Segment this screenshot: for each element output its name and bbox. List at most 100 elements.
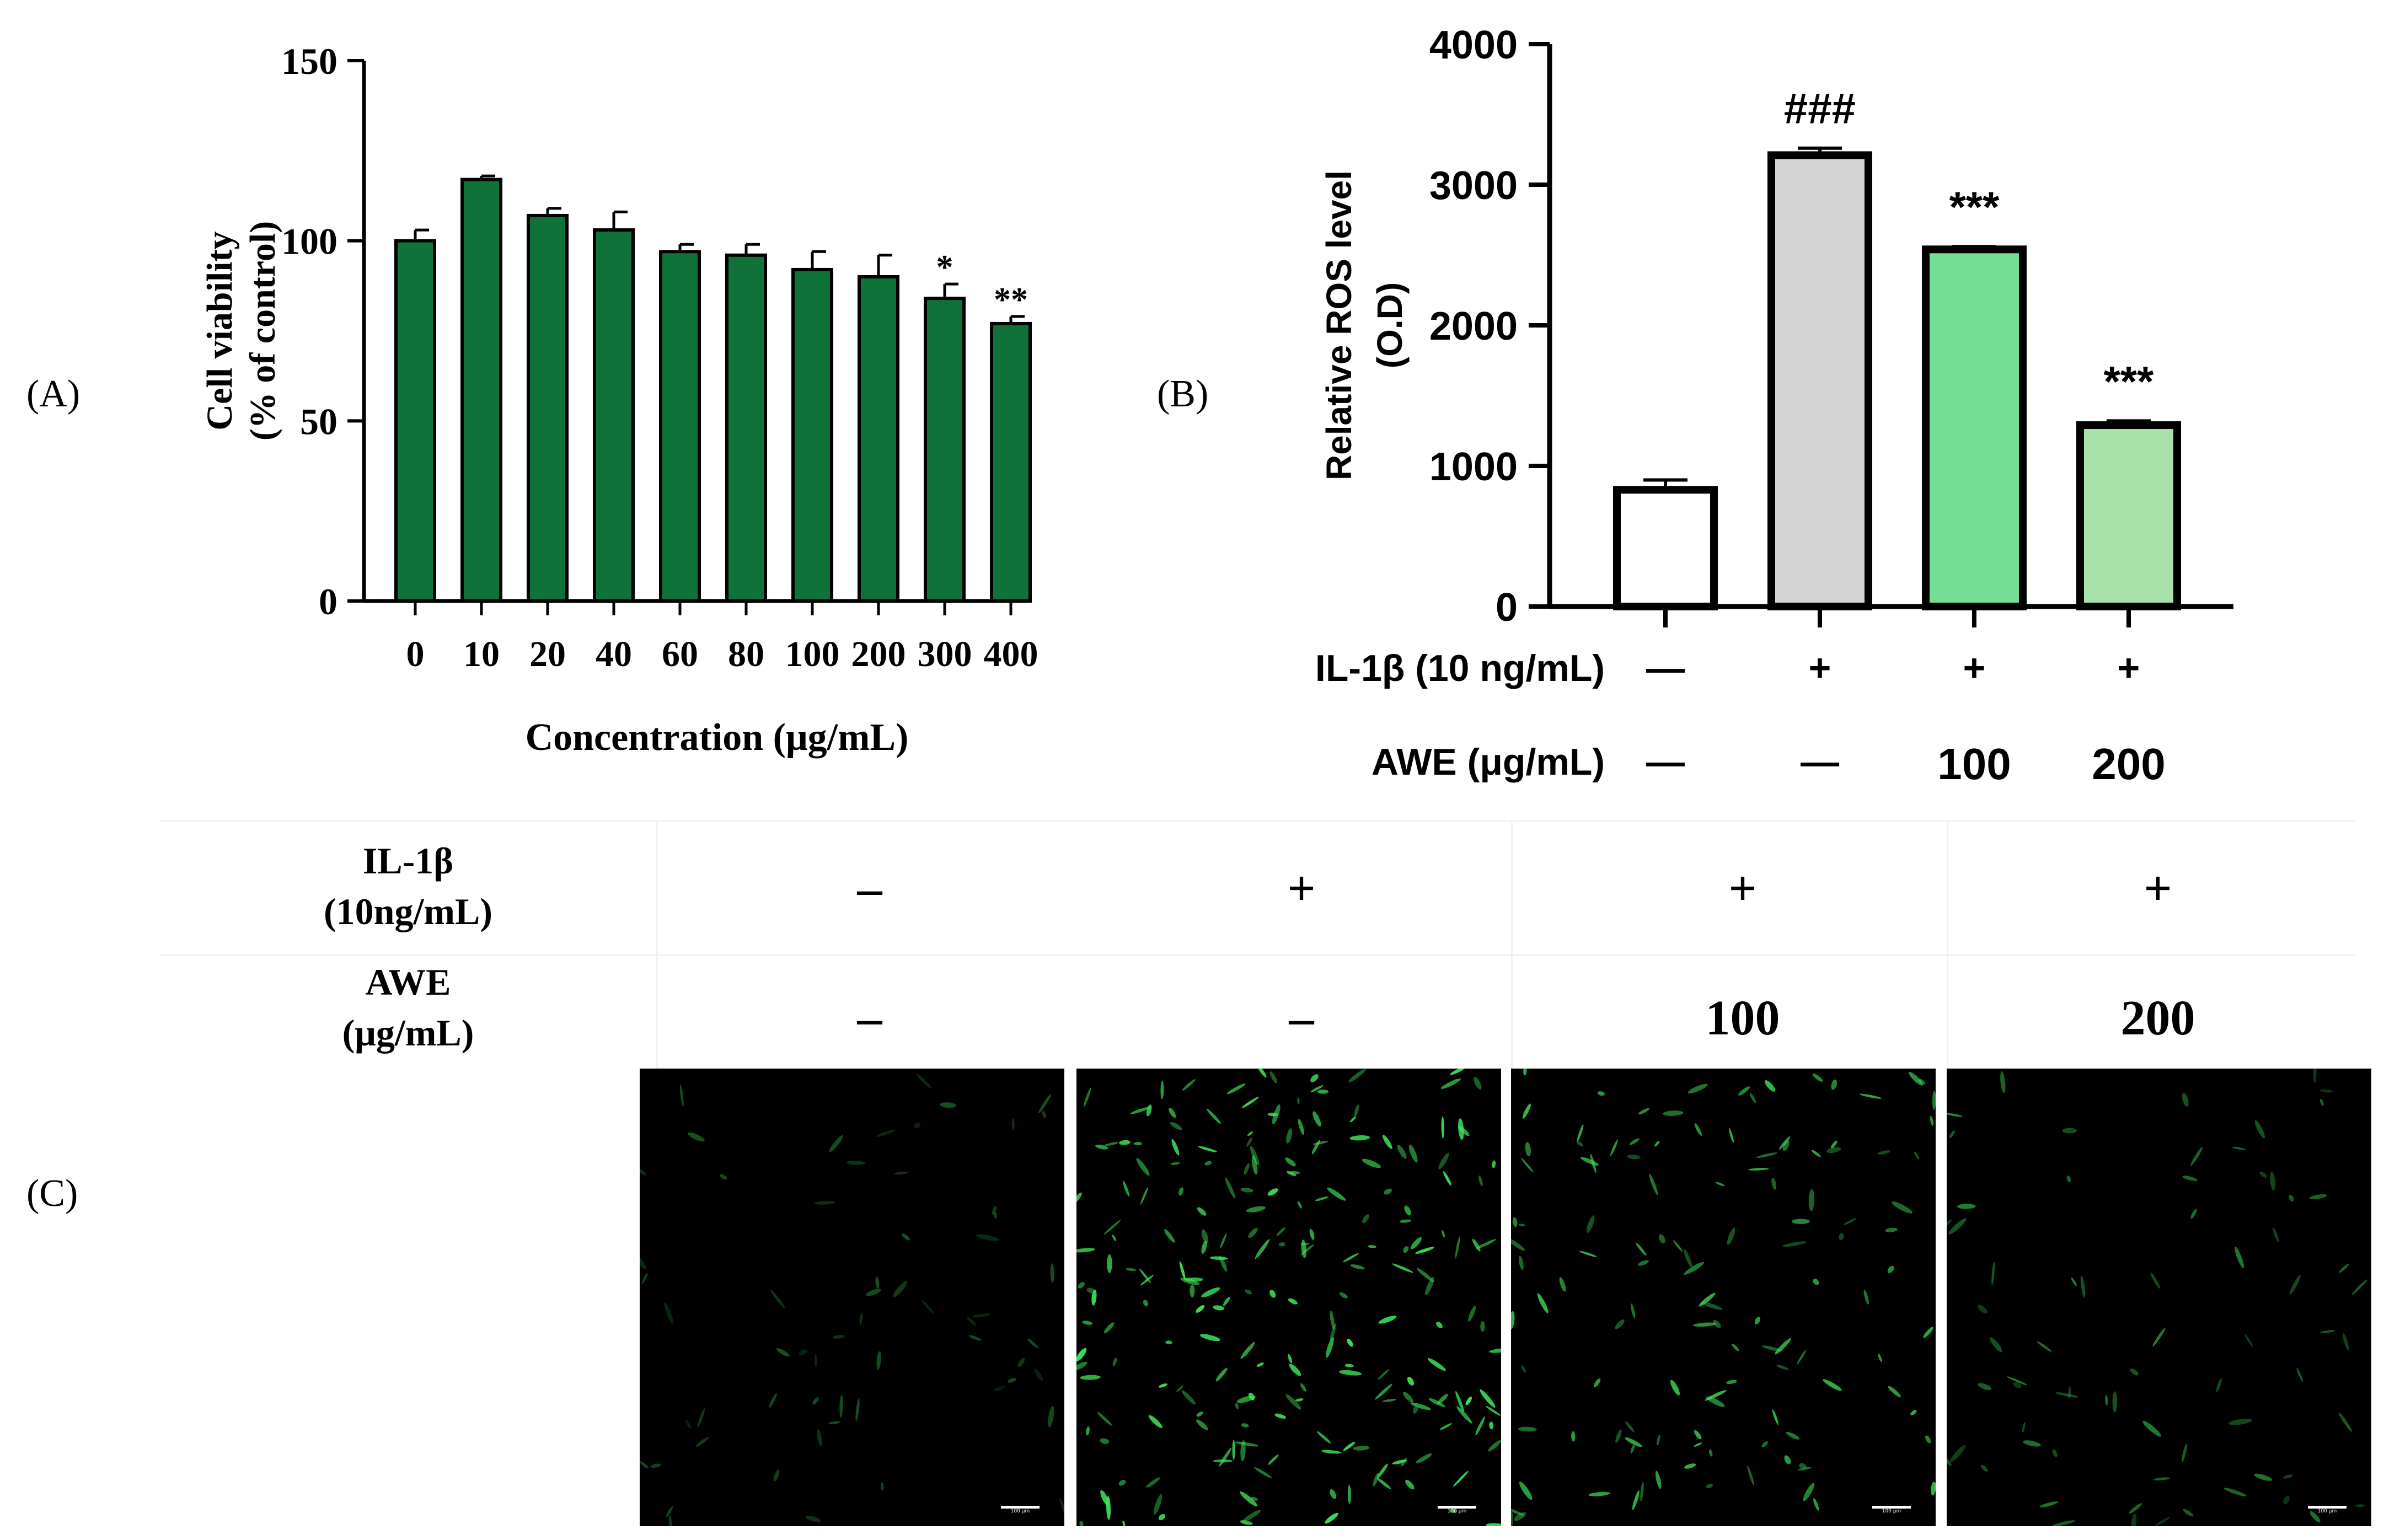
micrograph-4-cells bbox=[1941, 1060, 2367, 1530]
cell bbox=[1169, 1108, 1176, 1118]
cell bbox=[1925, 1435, 1931, 1444]
cell bbox=[1242, 1510, 1261, 1522]
condition-value: — bbox=[1646, 646, 1685, 689]
cell bbox=[1384, 1188, 1392, 1195]
cell bbox=[2000, 1071, 2006, 1093]
cell bbox=[940, 1102, 957, 1108]
cell bbox=[1694, 1430, 1702, 1440]
cell bbox=[1118, 1479, 1126, 1486]
cell bbox=[1339, 1292, 1348, 1298]
cell bbox=[2232, 1146, 2246, 1150]
cell bbox=[1312, 1141, 1328, 1145]
awe-value-2: – bbox=[1289, 991, 1314, 1045]
cell bbox=[1772, 1409, 1778, 1425]
cell bbox=[1232, 1439, 1235, 1461]
bar-80 bbox=[725, 253, 767, 603]
cell bbox=[1519, 1482, 1533, 1500]
cell bbox=[1687, 1083, 1708, 1094]
scale-bar-line bbox=[1872, 1506, 1911, 1509]
cell bbox=[1571, 1431, 1576, 1442]
cell bbox=[1247, 1131, 1253, 1136]
cell bbox=[1080, 1375, 1101, 1380]
cell bbox=[1252, 1155, 1258, 1175]
cell bbox=[1932, 1091, 1936, 1110]
il1b-row-label-line1: IL-1β bbox=[362, 840, 454, 882]
cell bbox=[1764, 1080, 1776, 1092]
cell bbox=[1158, 1514, 1166, 1521]
cell bbox=[1223, 1296, 1230, 1306]
cell bbox=[1638, 1260, 1649, 1266]
cell bbox=[1382, 1135, 1392, 1149]
cell bbox=[994, 1212, 998, 1219]
cell bbox=[1577, 1124, 1584, 1142]
cell bbox=[1285, 1157, 1296, 1167]
cell bbox=[1148, 1415, 1162, 1429]
cell bbox=[2130, 1368, 2139, 1376]
significance-mark: * bbox=[936, 249, 953, 286]
cell bbox=[1597, 1091, 1605, 1096]
cell bbox=[664, 1302, 674, 1325]
cell bbox=[1437, 1393, 1448, 1404]
cell bbox=[1978, 1383, 1991, 1391]
cell bbox=[1310, 1085, 1324, 1093]
cell bbox=[2052, 1449, 2058, 1457]
cell bbox=[1349, 1116, 1356, 1123]
cell bbox=[1170, 1122, 1182, 1130]
cell bbox=[636, 1256, 646, 1269]
cell bbox=[1119, 1140, 1131, 1145]
cell bbox=[1522, 1103, 1531, 1119]
cell bbox=[1684, 1463, 1696, 1469]
cell bbox=[1073, 1192, 1082, 1204]
y-axis-label: Cell viability(% of control) bbox=[200, 221, 283, 441]
condition-value: — bbox=[1801, 740, 1839, 783]
cell bbox=[1803, 1483, 1815, 1501]
cell bbox=[1440, 1078, 1461, 1089]
cell bbox=[1632, 1490, 1640, 1510]
cell bbox=[2055, 1392, 2079, 1398]
cell bbox=[1350, 1264, 1365, 1270]
cell bbox=[1684, 1262, 1705, 1275]
cell bbox=[2235, 1246, 2244, 1269]
cell bbox=[1877, 1150, 1891, 1155]
bar-40 bbox=[593, 228, 635, 603]
cell bbox=[2244, 1333, 2253, 1347]
cell bbox=[1255, 1239, 1270, 1259]
scale-bar-line bbox=[1001, 1506, 1040, 1509]
cell bbox=[1863, 1290, 1869, 1305]
x-tick-label: 80 bbox=[728, 634, 764, 674]
micrograph-2: 100 μm bbox=[1073, 1065, 1513, 1528]
y-tick-label: 0 bbox=[319, 581, 337, 623]
cell bbox=[1625, 1437, 1642, 1447]
cell bbox=[2296, 1367, 2303, 1382]
condition-value: + bbox=[2118, 646, 2140, 689]
cell bbox=[1521, 1157, 1534, 1173]
table-divider-v3 bbox=[1947, 820, 1948, 1080]
cell bbox=[1103, 1219, 1121, 1235]
cell bbox=[1694, 1442, 1702, 1447]
x-tick-label: 400 bbox=[984, 634, 1038, 674]
micrograph-1-cells bbox=[634, 1074, 1068, 1531]
cell bbox=[914, 1123, 921, 1129]
micrograph-3-cells bbox=[1507, 1066, 1936, 1530]
cell bbox=[2351, 1279, 2367, 1295]
cell bbox=[1826, 1147, 1841, 1153]
cell bbox=[1197, 1207, 1207, 1216]
cell bbox=[2254, 1473, 2273, 1481]
cell bbox=[1201, 1287, 1220, 1297]
cell bbox=[1075, 1348, 1087, 1361]
cell bbox=[1776, 1365, 1789, 1370]
cell bbox=[1300, 1383, 1306, 1392]
cell bbox=[2270, 1171, 2276, 1191]
cell bbox=[1289, 1364, 1301, 1376]
cell bbox=[1782, 1140, 1790, 1151]
cell bbox=[1910, 1410, 1917, 1415]
cell bbox=[1799, 1463, 1807, 1469]
cell bbox=[1507, 1508, 1524, 1516]
cell bbox=[1012, 1118, 1015, 1131]
cell bbox=[1140, 1275, 1154, 1286]
cell bbox=[1579, 1251, 1597, 1257]
scale-bar-label: 100 μm bbox=[1010, 1509, 1030, 1514]
cell bbox=[1196, 1419, 1208, 1430]
cell bbox=[1655, 1471, 1662, 1489]
cell bbox=[1659, 1234, 1665, 1244]
